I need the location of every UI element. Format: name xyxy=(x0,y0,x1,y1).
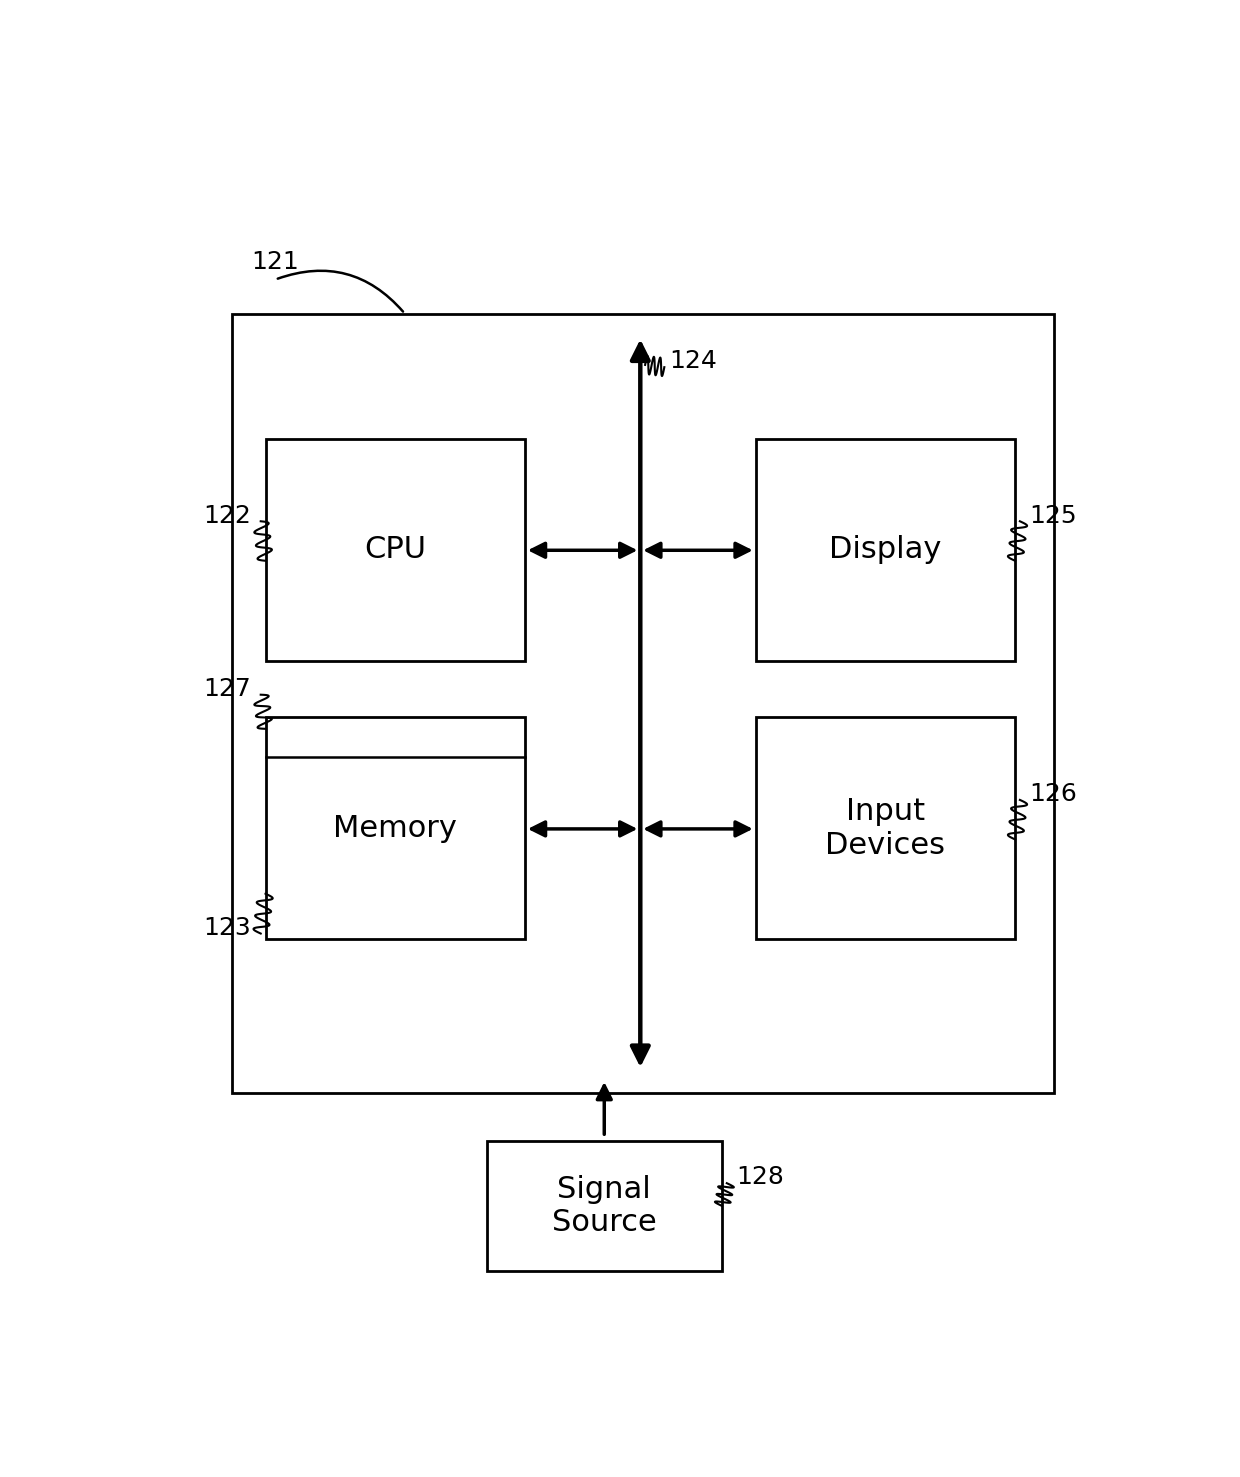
Text: 125: 125 xyxy=(1029,504,1078,527)
Bar xyxy=(486,1140,722,1272)
Text: 127: 127 xyxy=(203,676,250,702)
Bar xyxy=(265,439,525,660)
Bar xyxy=(232,313,1054,1093)
Text: 128: 128 xyxy=(737,1165,784,1189)
Text: 122: 122 xyxy=(203,504,250,527)
Text: Signal
Source: Signal Source xyxy=(552,1174,657,1238)
Bar xyxy=(265,718,525,939)
Bar xyxy=(755,439,1016,660)
Text: 121: 121 xyxy=(250,250,299,273)
Text: 123: 123 xyxy=(203,916,250,939)
Text: Input
Devices: Input Devices xyxy=(826,798,945,860)
Text: 126: 126 xyxy=(1029,783,1078,806)
Text: CPU: CPU xyxy=(365,535,427,564)
Text: Display: Display xyxy=(830,535,941,564)
Text: 124: 124 xyxy=(670,350,717,374)
Text: Memory: Memory xyxy=(334,814,458,843)
Bar xyxy=(755,718,1016,939)
